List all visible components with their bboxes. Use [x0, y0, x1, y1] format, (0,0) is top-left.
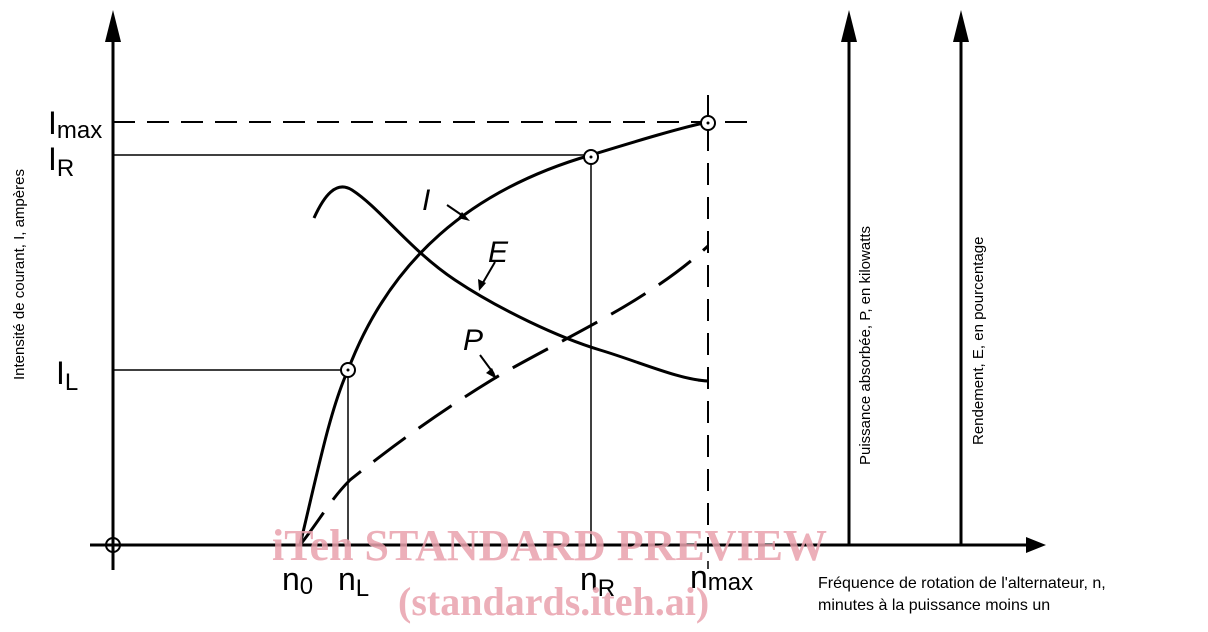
x-axis-title-line2: minutes à la puissance moins un [818, 597, 1050, 614]
ytick-imax: Imax [48, 105, 102, 144]
ytick-ir: IR [48, 141, 74, 182]
x-axis-arrow [1026, 537, 1046, 553]
xtick-nr: nR [580, 561, 615, 602]
y-axis-power-arrow [841, 10, 857, 42]
y-axis-efficiency-arrow [953, 10, 969, 42]
y-axis-efficiency-title: Rendement, E, en pourcentage [970, 237, 987, 445]
marker-nmax-dot [706, 121, 710, 125]
y-axis-title: Intensité de courant, I, ampères [11, 169, 28, 380]
pointer-e-head [478, 279, 486, 291]
curve-p [298, 244, 710, 546]
pointer-i-head [458, 212, 470, 221]
curve-i [298, 120, 709, 546]
origin-dot [111, 543, 115, 547]
x-axis-title-line1: Fréquence de rotation de l'alternateur, … [818, 575, 1106, 592]
origin-marker [105, 537, 121, 553]
curve-e [312, 185, 709, 383]
y-axis-power-title: Puissance absorbée, P, en kilowatts [857, 226, 874, 465]
xtick-n0: n0 [282, 561, 313, 600]
xtick-nmax: nmax [690, 559, 753, 596]
marker-nr-dot [589, 155, 593, 159]
pointer-p-head [486, 368, 497, 379]
xtick-nl: nL [338, 561, 369, 602]
label-curve-e: E [488, 236, 509, 269]
marker-nl-dot [346, 368, 350, 372]
watermark-line1: iTeh STANDARD PREVIEW [272, 521, 827, 570]
watermark-line2: (standards.iteh.ai) [398, 579, 710, 624]
ytick-il: IL [56, 355, 78, 396]
label-curve-i: I [422, 184, 430, 217]
label-curve-p: P [463, 324, 483, 357]
y-axis-left-arrow [105, 10, 121, 42]
